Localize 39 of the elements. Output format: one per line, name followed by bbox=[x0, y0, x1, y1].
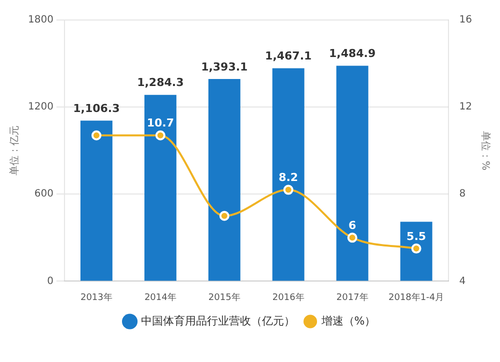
data-label: 10.7 bbox=[146, 116, 174, 130]
y-tick-label: 1200 bbox=[28, 102, 54, 113]
y-tick-label: 0 bbox=[47, 276, 54, 287]
data-label: 1,484.9 bbox=[329, 47, 376, 60]
bar bbox=[336, 66, 368, 281]
data-label: 5.5 bbox=[406, 230, 426, 243]
bar bbox=[208, 79, 240, 281]
data-label: 1,393.1 bbox=[201, 60, 248, 74]
x-tick-label: 2015年 bbox=[208, 292, 240, 303]
point bbox=[347, 232, 358, 243]
data-label: 6 bbox=[348, 219, 356, 232]
y2-tick-label: 4 bbox=[459, 276, 466, 287]
x-tick-label: 2014年 bbox=[144, 292, 176, 303]
y-tick-label: 600 bbox=[34, 188, 54, 200]
y-tick-label: 1800 bbox=[28, 14, 54, 26]
y-axis-title: 单位：亿元 bbox=[8, 126, 21, 176]
bar bbox=[144, 94, 176, 281]
point bbox=[91, 130, 102, 140]
legend-label: 中国体育用品行业营收（亿元） bbox=[140, 314, 295, 328]
bar bbox=[80, 120, 112, 281]
point bbox=[283, 184, 294, 195]
legend-label: 增速（%） bbox=[320, 314, 376, 328]
y2-tick-label: 8 bbox=[459, 188, 466, 200]
point bbox=[219, 210, 230, 221]
x-tick-label: 2018年1-4月 bbox=[388, 292, 444, 303]
data-label: 1,106.3 bbox=[73, 102, 120, 116]
y2-tick-label: 12 bbox=[459, 102, 472, 113]
data-label: 1,284.3 bbox=[137, 76, 184, 90]
x-tick-label: 2013年 bbox=[80, 292, 112, 303]
data-label: 1,467.1 bbox=[265, 50, 312, 63]
point bbox=[411, 244, 422, 254]
x-tick-label: 2016年 bbox=[272, 292, 304, 303]
bar bbox=[400, 222, 432, 281]
point bbox=[155, 130, 166, 140]
x-tick-label: 2017年 bbox=[336, 292, 368, 303]
bar bbox=[272, 68, 304, 281]
data-label: 8.2 bbox=[278, 171, 298, 184]
y2-axis-title: 单位：% bbox=[479, 130, 492, 170]
y2-tick-label: 16 bbox=[459, 14, 472, 26]
